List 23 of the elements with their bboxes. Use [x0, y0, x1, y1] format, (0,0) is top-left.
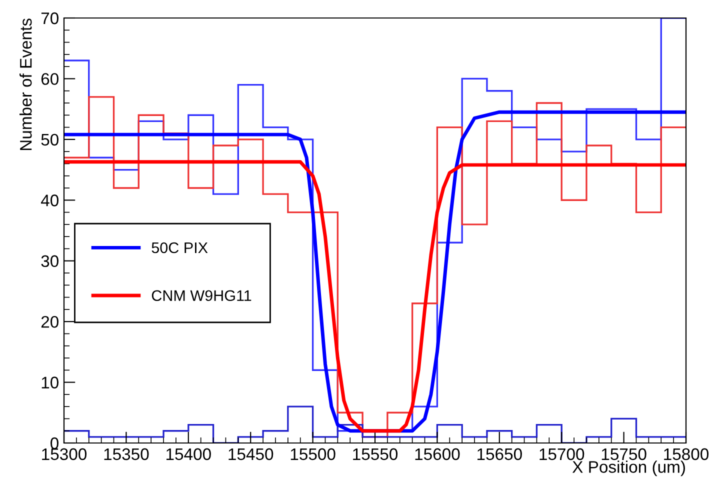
- x-tick-label: 15700: [540, 448, 584, 460]
- line-series: [64, 160, 686, 433]
- x-tick-label: 15300: [42, 448, 87, 460]
- y-tick-label: 60: [41, 73, 58, 85]
- x-tick-label: 15400: [166, 448, 211, 460]
- x-axis-title: X Position (um): [572, 460, 685, 476]
- x-tick-label: 15450: [228, 448, 274, 460]
- x-tick-label: 15350: [104, 448, 149, 460]
- x-tick-label: 15550: [353, 448, 398, 460]
- x-tick-label: 15750: [602, 448, 646, 460]
- y-tick-label: 20: [41, 316, 58, 328]
- y-tick-label: 10: [42, 376, 58, 388]
- y-tick-label: 50: [41, 134, 58, 146]
- y-tick-label: 70: [41, 12, 58, 24]
- y-axis-title: Number of Events: [20, 18, 32, 150]
- x-tick-label: 15600: [415, 448, 460, 460]
- x-tick-label: 15500: [290, 448, 336, 460]
- y-tick-label: 40: [40, 194, 58, 206]
- y-tick-label: 30: [41, 255, 58, 268]
- x-tick-label: 15800: [664, 448, 709, 460]
- legend-label: CNM W9HG11: [152, 290, 252, 302]
- legend-label: 50C PIX: [152, 242, 208, 254]
- x-tick-label: 15650: [478, 448, 522, 460]
